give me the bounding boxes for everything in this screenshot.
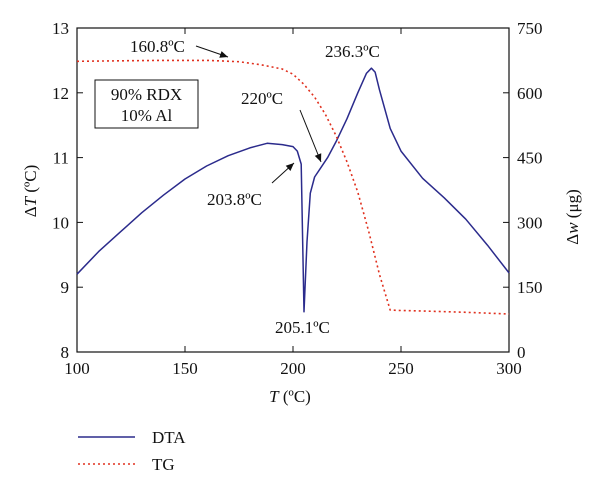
right-y-tick-label: 300: [517, 213, 543, 232]
x-tick-label: 300: [496, 359, 522, 378]
left-y-tick-label: 8: [61, 343, 70, 362]
right-y-tick-label: 600: [517, 84, 543, 103]
sample-composition-box: [94, 79, 199, 129]
right-y-tick-label: 0: [517, 343, 526, 362]
sample-line-1: 90% RDX: [111, 85, 182, 104]
right-y-tick-label: 450: [517, 149, 543, 168]
arrow-160-8-head: [219, 51, 228, 58]
series-tg-line: [76, 59, 510, 315]
annotation-236-3: 236.3ºC: [325, 42, 380, 61]
x-tick-label: 200: [280, 359, 306, 378]
left-y-axis-title: ΔT (ºC): [21, 165, 40, 218]
x-tick-label: 250: [388, 359, 414, 378]
right-y-tick-label: 750: [517, 19, 543, 38]
left-y-tick-label: 12: [52, 84, 69, 103]
arrow-220-head: [314, 153, 322, 162]
x-tick-label: 100: [64, 359, 90, 378]
left-y-tick-label: 11: [53, 149, 69, 168]
left-y-tick-label: 9: [61, 278, 70, 297]
arrow-203-8-head: [285, 163, 294, 171]
x-tick-label: 150: [172, 359, 198, 378]
x-axis-title: T (ºC): [269, 387, 311, 406]
legend-tg-label: TG: [152, 455, 175, 474]
sample-line-2: 10% Al: [121, 106, 173, 125]
annotation-203-8: 203.8ºC: [207, 190, 262, 209]
left-y-tick-label: 13: [52, 19, 69, 38]
series-dta-line: [76, 67, 510, 313]
legend-dta-label: DTA: [152, 428, 186, 447]
left-y-tick-label: 10: [52, 213, 69, 232]
right-y-axis-title: Δw (μg): [563, 189, 582, 244]
plot-frame: [76, 27, 510, 353]
arrow-220: [299, 109, 322, 163]
annotation-220: 220ºC: [241, 89, 283, 108]
annotation-205-1: 205.1ºC: [275, 318, 330, 337]
right-y-tick-label: 150: [517, 278, 543, 297]
annotation-160-8: 160.8ºC: [130, 37, 185, 56]
